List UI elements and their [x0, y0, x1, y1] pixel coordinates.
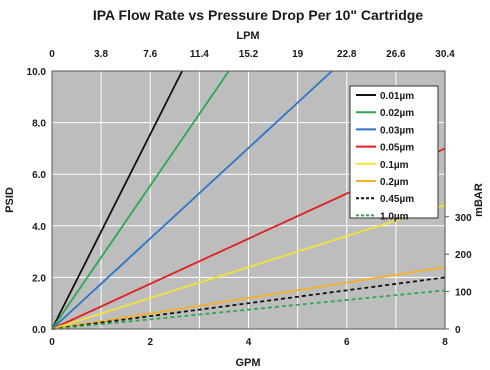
series-line: [51, 266, 446, 330]
x2-tick-label: 30.4: [435, 49, 455, 60]
legend-label: 0.03µm: [380, 125, 414, 136]
x-axis-title: GPM: [235, 357, 260, 369]
y-tick-label: 8.0: [32, 119, 46, 130]
tick-labels: 0 3.8 7.6 11.4 15.2 19 22.8 26.6 30.4 0.0 2.0 4.0 6.…: [27, 49, 473, 348]
legend-label: 0.1µm: [380, 160, 409, 171]
y-tick-label: 10.0: [27, 67, 47, 78]
legend-label: 0.2µm: [380, 177, 409, 188]
x-tick-label: 6: [344, 337, 350, 348]
x-tick-label: 2: [147, 337, 153, 348]
plot-frame: [51, 70, 446, 330]
y2-tick-label: 0: [455, 325, 461, 336]
x2-tick-label: 19: [292, 49, 304, 60]
legend-label: 0.45µm: [380, 194, 414, 205]
y-tick-label: 6.0: [32, 170, 46, 181]
series-line: [51, 276, 446, 330]
legend-label: 0.01µm: [380, 91, 414, 102]
x2-tick-label: 26.6: [386, 49, 406, 60]
x2-tick-label: 15.2: [239, 49, 259, 60]
x-tick-label: 0: [49, 337, 55, 348]
legend-label: 0.02µm: [380, 108, 414, 119]
x-tick-label: 8: [442, 337, 448, 348]
series-line: [51, 204, 446, 330]
x2-tick-label: 22.8: [337, 49, 357, 60]
x2-tick-label: 7.6: [143, 49, 157, 60]
x-tick-label: 4: [246, 337, 252, 348]
legend-label: 1.0µm: [380, 211, 409, 222]
legend: 0.01µm 0.02µm 0.03µm 0.05µm 0.1µm 0.2µm 0.45µm…: [349, 85, 439, 222]
legend-label: 0.05µm: [380, 143, 414, 154]
y-tick-label: 2.0: [32, 273, 46, 284]
y2-tick-label: 200: [455, 250, 472, 261]
y-tick-label: 0.0: [32, 325, 46, 336]
legend-box: [349, 85, 439, 219]
x2-tick-label: 3.8: [94, 49, 108, 60]
y2-axis-title: mBAR: [473, 183, 485, 217]
series-line: [51, 70, 183, 330]
x2-tick-label: 0: [49, 49, 55, 60]
series-group: [51, 70, 446, 330]
series-line: [51, 70, 230, 330]
chart-title: IPA Flow Rate vs Pressure Drop Per 10" C…: [93, 7, 424, 23]
y2-tick-label: 100: [455, 288, 472, 299]
x2-axis-title: LPM: [236, 30, 259, 42]
series-line: [51, 70, 333, 330]
y2-tick-label: 300: [455, 213, 472, 224]
y-tick-label: 4.0: [32, 222, 46, 233]
x2-tick-label: 11.4: [190, 49, 209, 60]
y-axis-title: PSID: [4, 187, 16, 213]
series-line: [51, 289, 446, 330]
